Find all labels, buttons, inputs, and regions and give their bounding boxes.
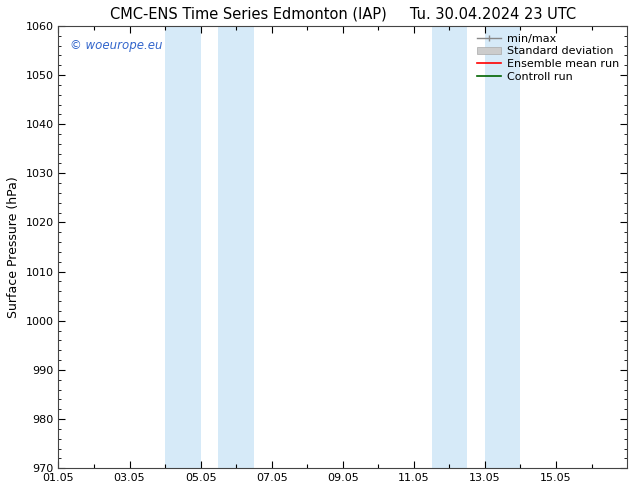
Bar xyxy=(432,26,467,468)
Title: CMC-ENS Time Series Edmonton (IAP)     Tu. 30.04.2024 23 UTC: CMC-ENS Time Series Edmonton (IAP) Tu. 3… xyxy=(110,7,576,22)
Bar xyxy=(165,26,200,468)
Legend: min/max, Standard deviation, Ensemble mean run, Controll run: min/max, Standard deviation, Ensemble me… xyxy=(472,29,624,86)
Text: © woeurope.eu: © woeurope.eu xyxy=(70,39,162,52)
Bar xyxy=(485,26,521,468)
Y-axis label: Surface Pressure (hPa): Surface Pressure (hPa) xyxy=(7,176,20,318)
Bar xyxy=(218,26,254,468)
